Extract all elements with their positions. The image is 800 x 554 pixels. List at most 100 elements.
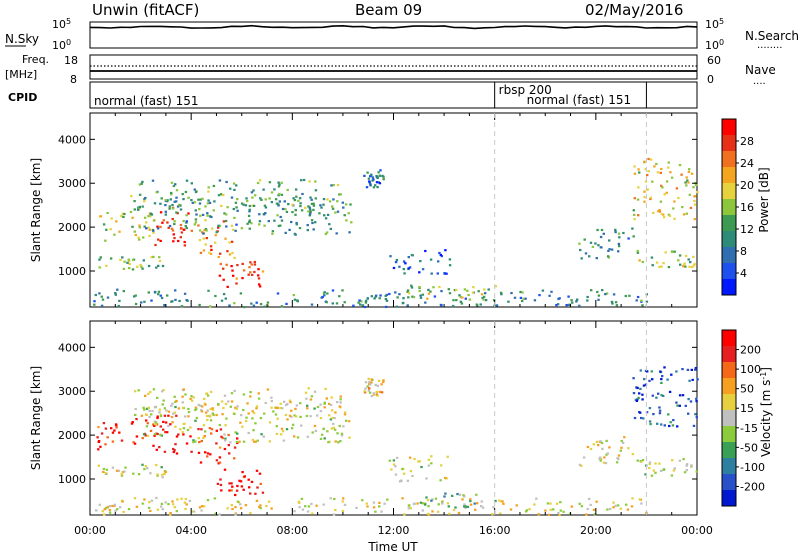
echo-point [145,407,149,410]
echo-point [402,472,406,475]
echo-point [305,397,308,400]
echo-point [340,432,344,435]
echo-point [367,377,370,380]
echo-point [667,166,670,169]
echo-point [204,403,207,406]
echo-point [288,414,292,417]
echo-point [233,457,236,460]
echo-point [144,394,147,397]
echo-point [323,406,326,409]
echo-point [170,191,173,195]
echo-point [290,409,293,412]
echo-point [159,225,162,229]
echo-point [310,303,314,306]
echo-point [210,428,214,431]
echo-point [655,396,658,399]
echo-point [152,219,156,222]
echo-point [413,457,416,461]
echo-point [363,391,367,394]
echo-point [671,250,674,253]
echo-point [206,394,210,397]
echo-point [187,212,190,215]
echo-point [211,227,214,230]
echo-point [533,503,536,506]
echo-point [309,398,313,401]
echo-point [386,498,389,501]
echo-point [689,261,692,264]
echo-point [570,299,573,302]
echo-point [578,463,582,466]
echo-point [667,413,670,416]
echo-point [426,499,430,502]
echo-point [230,482,233,485]
echo-point [226,507,229,510]
echo-point [653,165,656,168]
echo-point [175,399,178,403]
echo-point [322,503,325,506]
echo-point [617,458,620,461]
echo-point [219,252,222,255]
echo-point [161,476,164,479]
time-tick-label: 04:00 [175,524,207,537]
echo-point [643,160,646,163]
echo-point [645,411,649,414]
echo-point [637,168,640,171]
echo-point [208,251,211,254]
echo-point [621,441,625,444]
echo-point [586,507,589,511]
echo-point [401,302,405,305]
echo-point [280,193,284,196]
echo-point [167,503,170,506]
echo-point [278,200,281,203]
velocity-ylabel: Slant Range [km] [29,366,43,470]
echo-point [548,294,551,297]
echo-point [660,394,663,397]
echo-point [202,505,206,508]
echo-point [147,264,151,268]
echo-point [406,289,410,292]
echo-point [396,296,399,299]
echo-point [660,184,663,187]
echo-point [239,503,242,506]
echo-point [685,464,688,467]
echo-point [206,409,209,412]
echo-point [447,505,450,508]
echo-point [163,472,166,475]
echo-point [257,277,261,280]
echo-point [461,296,464,299]
echo-point [205,237,208,240]
echo-point [258,285,262,288]
echo-point [669,171,672,174]
echo-point [173,222,176,226]
echo-point [590,289,593,292]
echo-point [186,428,190,432]
echo-point [466,505,470,508]
echo-point [448,292,452,295]
echo-point [184,225,187,228]
echo-point [378,297,381,300]
echo-point [484,292,487,295]
echo-point [224,402,228,406]
echo-point [255,469,259,472]
echo-point [285,428,289,431]
echo-point [662,468,665,471]
echo-point [216,482,220,485]
echo-point [602,461,606,464]
echo-point [253,440,256,443]
echo-point [575,300,578,303]
echo-point [694,183,698,187]
time-tick-label: 00:00 [74,524,106,537]
echo-point [156,473,159,476]
echo-point [183,415,187,418]
echo-point [280,305,284,308]
echo-point [651,264,654,267]
echo-point [656,422,659,425]
echo-point [138,205,141,208]
echo-point [343,413,347,416]
echo-point [152,255,155,258]
echo-point [139,263,142,267]
echo-point [270,406,273,409]
echo-point [678,459,682,462]
echo-point [210,248,213,251]
echo-point [636,249,639,253]
